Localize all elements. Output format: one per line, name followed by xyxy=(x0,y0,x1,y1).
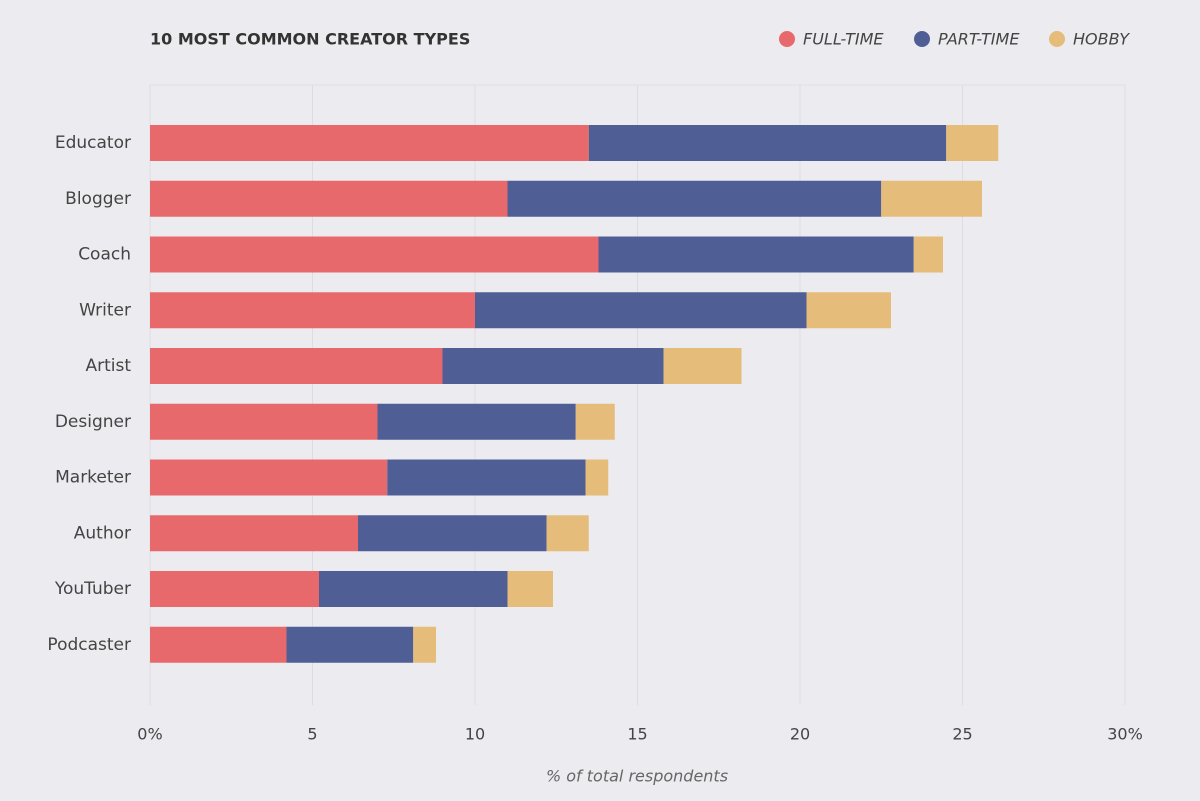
x-tick-label: 10 xyxy=(465,725,485,744)
legend-label: PART-TIME xyxy=(938,30,1020,49)
y-tick-label: Podcaster xyxy=(47,635,131,655)
bar-segment xyxy=(946,125,999,161)
y-tick-label: Author xyxy=(74,523,131,543)
bar-segment xyxy=(413,626,436,663)
bar-segment xyxy=(663,348,742,384)
x-axis-label: % of total respondents xyxy=(546,767,728,786)
bar-segment xyxy=(150,571,319,607)
bar-segment xyxy=(150,125,589,161)
bar-segment xyxy=(913,236,943,273)
y-tick-label: Blogger xyxy=(65,189,131,209)
y-tick-label: Writer xyxy=(79,300,131,320)
bar-segment xyxy=(150,348,443,384)
bar-segment xyxy=(150,626,287,663)
x-tick-label: 5 xyxy=(307,725,317,744)
bar-segment xyxy=(150,459,388,496)
bar-segment xyxy=(442,348,664,384)
legend-label: FULL-TIME xyxy=(803,30,884,49)
bar-segment xyxy=(319,571,508,607)
y-tick-label: Marketer xyxy=(55,468,131,488)
legend-label: HOBBY xyxy=(1073,30,1130,49)
x-tick-label: 30% xyxy=(1107,725,1143,744)
bar-segment xyxy=(377,403,576,440)
bar-segment xyxy=(475,292,807,329)
x-tick-label: 15 xyxy=(627,725,647,744)
bar-segment xyxy=(881,180,982,217)
bar-segment xyxy=(806,292,891,329)
y-tick-label: Artist xyxy=(85,356,131,376)
x-tick-label: 0% xyxy=(137,725,162,744)
bar-segment xyxy=(150,292,475,329)
bar-segment xyxy=(150,403,378,440)
x-tick-label: 20 xyxy=(790,725,810,744)
bar-segment xyxy=(150,236,599,273)
bar-segment xyxy=(507,180,882,217)
y-tick-label: Coach xyxy=(78,245,131,265)
bar-segment xyxy=(150,180,508,217)
legend-marker xyxy=(779,31,795,47)
bar-segment xyxy=(286,626,414,663)
bar-segment xyxy=(358,515,547,552)
bar-segment xyxy=(546,515,589,552)
bar-segment xyxy=(150,515,358,552)
x-tick-label: 25 xyxy=(952,725,972,744)
bar-segment xyxy=(575,403,615,440)
bar-segment xyxy=(387,459,586,496)
y-tick-label: Designer xyxy=(55,412,131,432)
y-tick-label: Educator xyxy=(55,133,131,153)
bar-segment xyxy=(598,236,914,273)
y-tick-label: YouTuber xyxy=(54,579,131,599)
bar-segment xyxy=(588,125,947,161)
bar-segment xyxy=(585,459,609,496)
chart-title: 10 MOST COMMON CREATOR TYPES xyxy=(150,30,470,49)
legend-marker xyxy=(914,31,930,47)
bar-segment xyxy=(507,571,553,607)
legend-marker xyxy=(1049,31,1065,47)
